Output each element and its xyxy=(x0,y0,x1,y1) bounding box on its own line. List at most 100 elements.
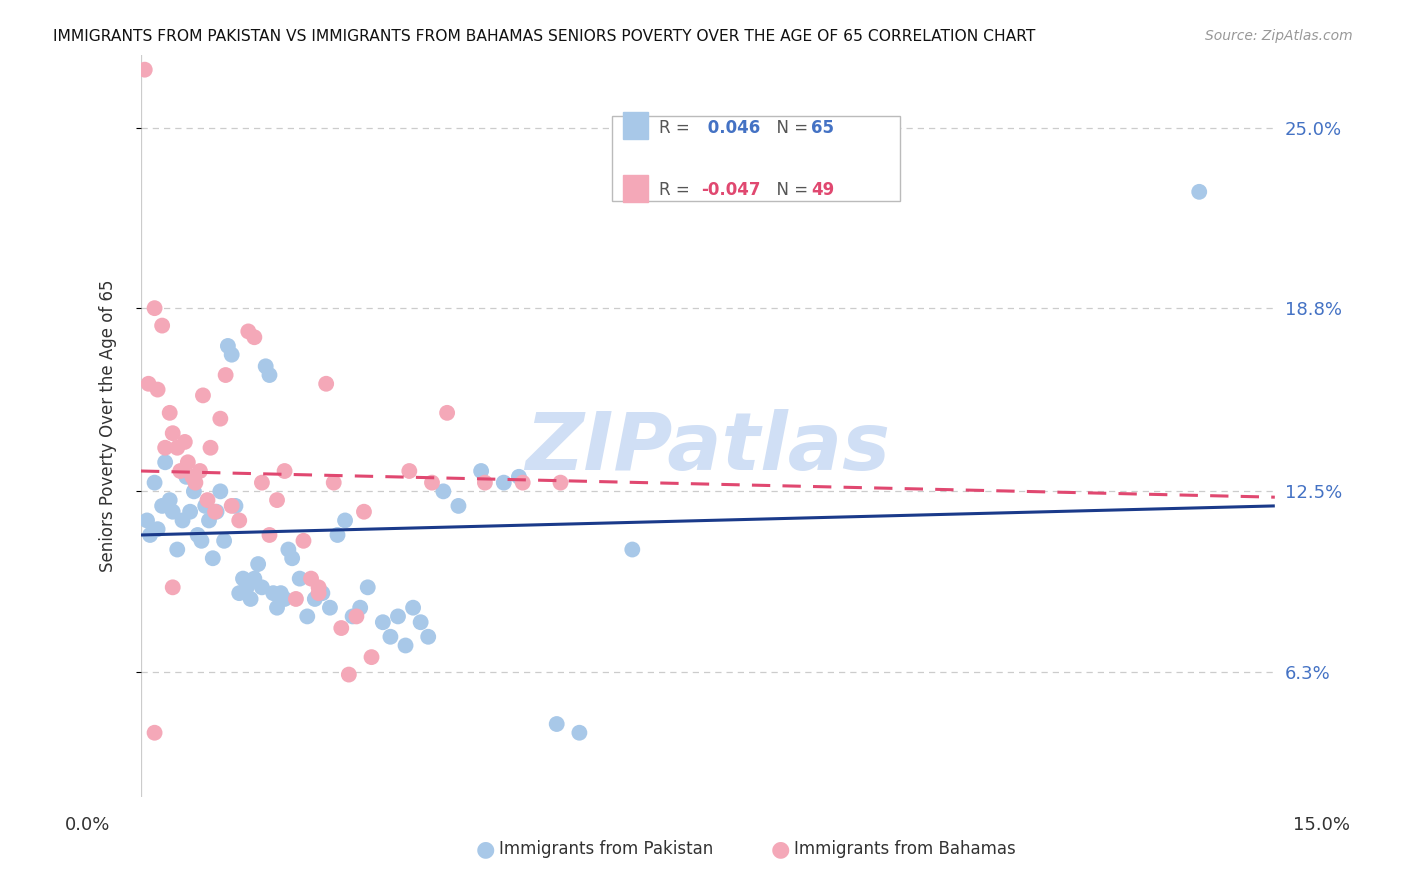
Point xyxy=(512,475,534,490)
Point xyxy=(402,600,425,615)
Point xyxy=(273,464,295,478)
Text: 65: 65 xyxy=(811,119,834,136)
Point xyxy=(136,513,159,527)
Point xyxy=(387,609,409,624)
Point xyxy=(474,475,496,490)
Point xyxy=(204,505,226,519)
Point xyxy=(181,470,204,484)
Point xyxy=(176,470,198,484)
Point xyxy=(281,551,304,566)
Text: 15.0%: 15.0% xyxy=(1294,816,1350,834)
Text: Immigrants from Pakistan: Immigrants from Pakistan xyxy=(499,840,713,858)
Point xyxy=(238,325,260,339)
Point xyxy=(1188,185,1211,199)
Point xyxy=(492,475,515,490)
Point xyxy=(162,580,184,594)
Point xyxy=(214,368,236,382)
Point xyxy=(184,475,207,490)
Point xyxy=(162,505,184,519)
Point xyxy=(179,505,201,519)
Point xyxy=(250,475,273,490)
Point xyxy=(183,484,205,499)
Point xyxy=(398,464,420,478)
Point xyxy=(162,426,184,441)
Point xyxy=(250,580,273,594)
Point xyxy=(166,542,188,557)
Point xyxy=(273,591,295,606)
Point xyxy=(209,484,232,499)
Point xyxy=(150,318,173,333)
Point xyxy=(177,455,200,469)
Text: 49: 49 xyxy=(811,181,835,199)
Point xyxy=(247,557,270,571)
Point xyxy=(288,572,311,586)
Point xyxy=(326,528,349,542)
Point xyxy=(304,591,326,606)
Point xyxy=(153,441,176,455)
Point xyxy=(420,475,443,490)
Point xyxy=(259,528,281,542)
Point xyxy=(224,499,246,513)
Point xyxy=(568,725,591,739)
Point xyxy=(146,522,169,536)
Point xyxy=(353,505,375,519)
Point xyxy=(138,376,160,391)
Point xyxy=(357,580,380,594)
Point xyxy=(236,580,259,594)
Point xyxy=(146,383,169,397)
Point xyxy=(259,368,281,382)
Point xyxy=(394,639,416,653)
Point xyxy=(432,484,454,499)
Point xyxy=(200,441,222,455)
Point xyxy=(166,441,188,455)
Point xyxy=(143,475,166,490)
Point xyxy=(546,717,568,731)
Point xyxy=(217,339,239,353)
Point xyxy=(221,348,243,362)
Point xyxy=(315,376,337,391)
Point xyxy=(322,475,344,490)
Point xyxy=(292,533,315,548)
Point xyxy=(311,586,333,600)
Point xyxy=(262,586,284,600)
Point xyxy=(205,505,228,519)
Point xyxy=(153,455,176,469)
Point xyxy=(380,630,402,644)
Point xyxy=(319,600,342,615)
Point xyxy=(349,600,371,615)
Point xyxy=(198,513,221,527)
Point xyxy=(143,301,166,315)
Text: ●: ● xyxy=(770,839,790,859)
Text: 0.046: 0.046 xyxy=(702,119,759,136)
Point xyxy=(284,591,307,606)
Point xyxy=(436,406,458,420)
Point xyxy=(508,470,530,484)
Text: R =: R = xyxy=(659,181,696,199)
Point xyxy=(243,572,266,586)
Point xyxy=(266,493,288,508)
Text: 0.0%: 0.0% xyxy=(65,816,110,834)
Point xyxy=(212,533,235,548)
Point xyxy=(342,609,364,624)
Text: N =: N = xyxy=(766,181,814,199)
Point xyxy=(243,330,266,344)
Y-axis label: Seniors Poverty Over the Age of 65: Seniors Poverty Over the Age of 65 xyxy=(100,280,117,572)
Point xyxy=(277,542,299,557)
Point xyxy=(201,551,224,566)
Point xyxy=(209,411,232,425)
Point xyxy=(470,464,492,478)
Point xyxy=(134,62,156,77)
Point xyxy=(190,533,212,548)
Point xyxy=(297,609,319,624)
Point xyxy=(169,464,191,478)
Point xyxy=(221,499,243,513)
Point xyxy=(330,621,353,635)
Point xyxy=(172,513,194,527)
Point xyxy=(308,580,330,594)
Point xyxy=(344,609,367,624)
Point xyxy=(409,615,432,630)
Point xyxy=(270,586,292,600)
Point xyxy=(139,528,162,542)
Text: ●: ● xyxy=(475,839,495,859)
Point xyxy=(418,630,440,644)
